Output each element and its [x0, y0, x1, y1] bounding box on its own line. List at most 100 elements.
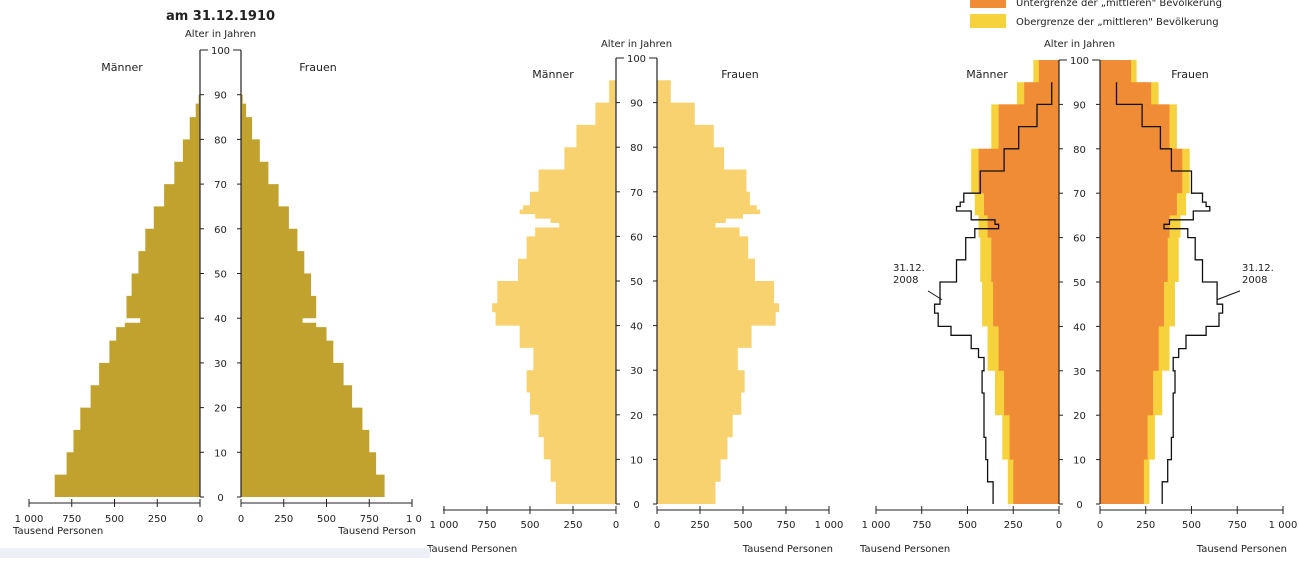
x-tick-label-right: 1 000	[815, 520, 844, 531]
age-tick-label: 60	[214, 225, 227, 236]
x-tick-label-left: 1 000	[862, 520, 891, 531]
x-unit-right: Tausend Personen	[742, 544, 833, 555]
annotation-left-line1: 31.12.	[893, 263, 925, 274]
age-tick-label: 70	[214, 180, 227, 191]
x-unit-left: Tausend Personen	[12, 526, 103, 537]
x-tick-label-left: 250	[563, 520, 582, 531]
pyramid-p2060: 31.12.200831.12.200801020304050607080901…	[859, 39, 1297, 555]
legend-label-upper: Obergrenze der „mittleren" Bevölkerung	[1016, 17, 1219, 28]
x-tick-label-right: 0	[1097, 520, 1103, 531]
x-tick-label-right: 0	[238, 514, 244, 525]
label-frauen: Frauen	[721, 68, 759, 81]
annotation-left-line2: 2008	[893, 275, 918, 286]
annotation-leader-left	[927, 290, 943, 301]
x-unit-right: Tausend Person	[337, 526, 416, 537]
x-tick-label-right: 1 0	[406, 514, 422, 525]
age-tick-label: 50	[1073, 278, 1086, 289]
x-unit-left: Tausend Personen	[426, 544, 517, 555]
x-tick-label-left: 250	[148, 514, 167, 525]
age-tick-label: 0	[633, 500, 639, 511]
chart-title: am 31.12.1910	[166, 9, 275, 24]
x-tick-label-left: 750	[62, 514, 81, 525]
age-tick-label: 80	[214, 135, 227, 146]
age-axis-label: Alter in Jahren	[1044, 39, 1115, 50]
age-tick-label: 10	[630, 455, 643, 466]
band-lower-frauen	[1100, 60, 1183, 504]
annotation-right-line2: 2008	[1242, 275, 1267, 286]
x-tick-label-right: 250	[1136, 520, 1155, 531]
age-tick-label: 70	[630, 188, 643, 199]
x-tick-label-left: 750	[477, 520, 496, 531]
x-tick-label-left: 500	[105, 514, 124, 525]
label-maenner: Männer	[101, 61, 143, 74]
outline-2008-maenner	[933, 82, 1053, 504]
age-tick-label: 20	[214, 404, 227, 415]
outline-2008-frauen	[1115, 82, 1224, 504]
label-maenner: Männer	[966, 68, 1008, 81]
legend-swatch-upper	[970, 14, 1006, 28]
age-axis-label: Alter in Jahren	[185, 29, 256, 40]
x-tick-label-right: 750	[776, 520, 795, 531]
age-tick-label: 40	[1073, 322, 1086, 333]
x-tick-label-left: 500	[520, 520, 539, 531]
bars-maenner	[54, 94, 201, 497]
age-tick-label: 80	[1073, 145, 1086, 156]
x-tick-label-left: 500	[958, 520, 977, 531]
x-tick-label-right: 250	[690, 520, 709, 531]
annotation-leader-right	[1216, 290, 1241, 301]
bars-frauen	[657, 80, 780, 505]
age-tick-label: 60	[1073, 234, 1086, 245]
x-unit-right: Tausend Personen	[1196, 544, 1287, 555]
age-tick-label: 60	[630, 232, 643, 243]
x-tick-label-right: 500	[317, 514, 336, 525]
x-unit-left: Tausend Personen	[859, 544, 950, 555]
age-tick-label: 70	[1073, 189, 1086, 200]
age-tick-label: 50	[630, 277, 643, 288]
x-tick-label-right: 750	[1228, 520, 1247, 531]
bottom-strip	[0, 548, 430, 558]
label-frauen: Frauen	[299, 61, 337, 74]
bars-maenner	[492, 80, 616, 505]
age-tick-label: 20	[630, 411, 643, 422]
x-tick-label-left: 0	[613, 520, 619, 531]
label-maenner: Männer	[532, 68, 574, 81]
legend-swatch-lower	[970, 0, 1006, 8]
x-tick-label-left: 1 000	[430, 520, 459, 531]
age-tick-label: 90	[1073, 100, 1086, 111]
age-tick-label: 20	[1073, 411, 1086, 422]
x-tick-label-left: 0	[197, 514, 203, 525]
x-tick-label-right: 1 000	[1269, 520, 1298, 531]
x-tick-label-left: 0	[1056, 520, 1062, 531]
age-tick-label: 0	[217, 493, 223, 504]
age-tick-label: 30	[630, 366, 643, 377]
age-axis-label: Alter in Jahren	[601, 39, 672, 50]
age-tick-label: 50	[214, 270, 227, 281]
age-tick-label: 100	[211, 46, 230, 57]
pyramid-p1910: 0 10 20 30 40 50 60 70 80 90 100 am 31.12.1910 Alter…	[12, 9, 422, 537]
age-tick-label: 100	[1070, 56, 1089, 67]
legend: Untergrenze der „mittleren" Bevölkerung …	[970, 0, 1222, 28]
bars-frauen	[241, 94, 385, 497]
pyramid-pmid: 0 10 20 30 40 50 60 70 80 90 100 Alter in Jahren Män…	[426, 39, 843, 555]
age-tick-label: 0	[1076, 500, 1082, 511]
annotation-right-line1: 31.12.	[1242, 263, 1274, 274]
age-tick-label: 90	[214, 91, 227, 102]
age-tick-label: 10	[1073, 456, 1086, 467]
label-frauen: Frauen	[1171, 68, 1209, 81]
x-tick-label-left: 750	[912, 520, 931, 531]
age-tick-label: 30	[1073, 367, 1086, 378]
x-tick-label-right: 500	[733, 520, 752, 531]
x-tick-label-left: 1 000	[15, 514, 44, 525]
x-tick-label-right: 750	[360, 514, 379, 525]
age-tick-label: 90	[630, 99, 643, 110]
x-tick-label-left: 250	[1004, 520, 1023, 531]
x-tick-label-right: 500	[1182, 520, 1201, 531]
age-tick-label: 100	[627, 54, 646, 65]
age-tick-label: 80	[630, 143, 643, 154]
age-tick-label: 10	[214, 448, 227, 459]
legend-label-lower: Untergrenze der „mittleren" Bevölkerung	[1016, 0, 1222, 9]
x-tick-label-right: 0	[654, 520, 660, 531]
age-tick-label: 30	[214, 359, 227, 370]
